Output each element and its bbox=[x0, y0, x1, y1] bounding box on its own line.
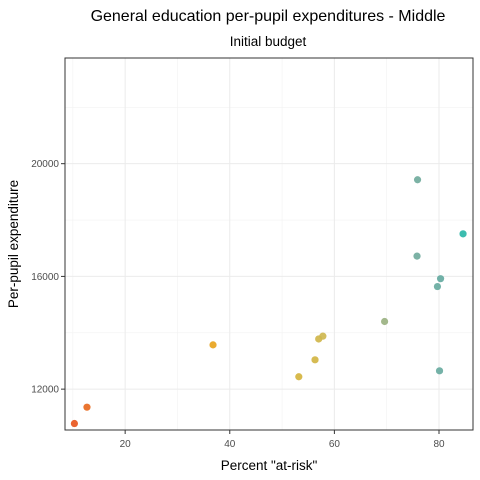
data-point bbox=[381, 317, 389, 326]
data-point bbox=[83, 403, 91, 411]
data-point bbox=[311, 356, 319, 364]
grid-major bbox=[65, 58, 473, 430]
y-tick-label: 20000 bbox=[31, 159, 59, 170]
data-point bbox=[433, 282, 442, 291]
data-point bbox=[209, 341, 217, 349]
x-tick-label: 40 bbox=[224, 439, 236, 450]
data-points bbox=[70, 176, 467, 428]
y-tick-label: 12000 bbox=[31, 385, 59, 396]
x-axis-title: Percent "at-risk" bbox=[221, 458, 318, 473]
x-tick-label: 20 bbox=[120, 439, 132, 450]
y-axis-title: Per-pupil expenditure bbox=[6, 180, 21, 308]
chart-subtitle: Initial budget bbox=[230, 34, 307, 49]
grid-minor bbox=[65, 58, 473, 430]
y-axis-ticks: 12000 16000 20000 bbox=[31, 159, 65, 396]
panel-border bbox=[64, 57, 474, 431]
data-point bbox=[435, 367, 444, 375]
data-point bbox=[295, 373, 303, 381]
y-tick-label: 16000 bbox=[31, 272, 59, 283]
data-point bbox=[319, 332, 327, 340]
chart-title: General education per-pupil expenditures… bbox=[91, 8, 446, 25]
data-point bbox=[413, 252, 421, 260]
x-tick-label: 60 bbox=[329, 439, 341, 450]
data-point bbox=[436, 275, 445, 283]
data-point bbox=[413, 176, 422, 184]
x-axis-ticks: 20 40 60 80 bbox=[120, 430, 445, 450]
x-tick-label: 80 bbox=[433, 439, 445, 450]
data-point bbox=[459, 230, 467, 238]
data-point bbox=[70, 419, 79, 428]
